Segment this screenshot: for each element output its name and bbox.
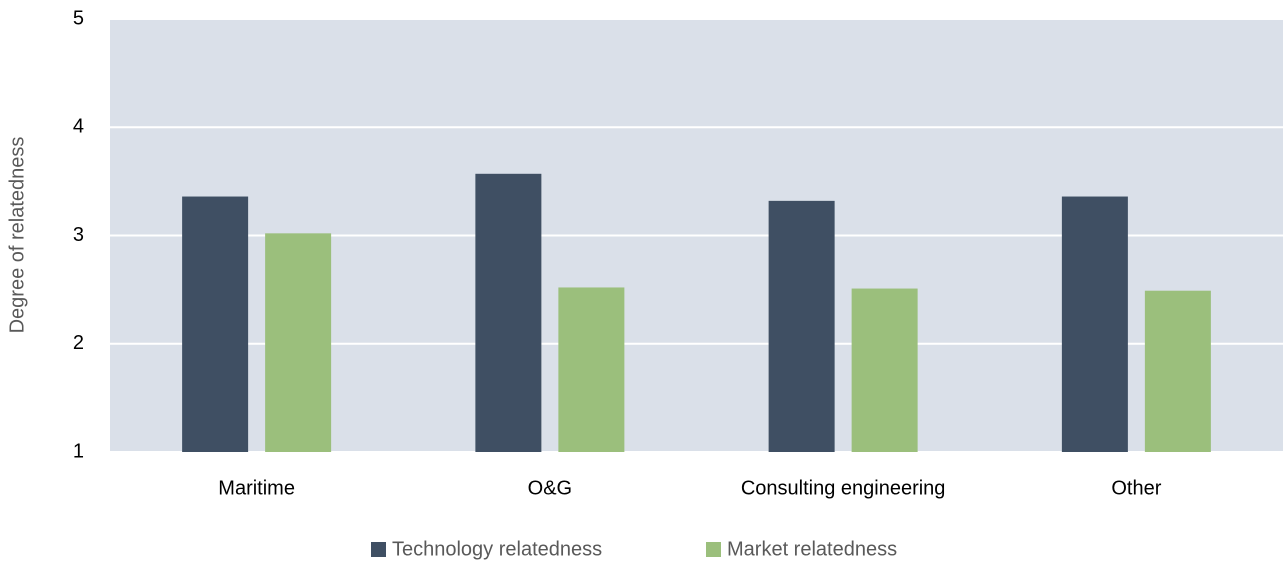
legend-label: Technology relatedness [392,538,602,560]
x-tick-label: Other [1111,477,1161,499]
bar [558,287,625,452]
y-tick-label: 2 [73,332,84,354]
y-tick-label: 1 [73,440,84,462]
legend-label: Market relatedness [727,538,897,560]
bar [1061,196,1128,452]
y-tick-label: 4 [73,116,84,138]
bar [475,173,542,453]
legend-swatch [706,542,721,557]
bar [851,288,918,452]
x-tick-label: Consulting engineering [741,477,946,499]
bar [768,200,835,452]
y-tick-label: 3 [73,224,84,246]
legend-swatch [371,542,386,557]
bar [265,233,332,452]
y-axis-label: Degree of relatedness [6,137,28,334]
bar [1144,290,1211,452]
bar [182,196,249,452]
y-tick-label: 5 [73,7,84,29]
x-tick-label: O&G [528,477,572,499]
x-tick-label: Maritime [218,477,295,499]
